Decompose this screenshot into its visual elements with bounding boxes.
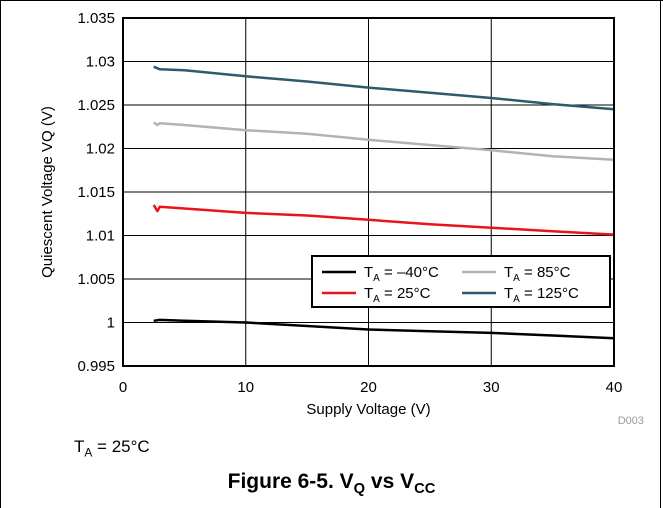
y-tick-label-0: 0.995 — [77, 358, 115, 375]
condition-rest: = 25°C — [92, 437, 150, 456]
x-tick-label-3: 30 — [483, 379, 500, 396]
legend: TA = –40°C TA = 85°C TA = 25°C TA = 125°C — [311, 255, 611, 308]
x-tick-label-2: 20 — [360, 379, 377, 396]
legend-label-1: TA = 85°C — [504, 264, 571, 284]
quiescent-voltage-chart: 0.995 1 1.005 1.01 1.015 1.02 1.025 1.03 1.035 0… — [39, 10, 644, 427]
data-series — [152, 65, 615, 340]
y-tick-label-4: 1.015 — [77, 184, 115, 201]
x-tick-label-4: 40 — [606, 379, 623, 396]
series-line-3 — [153, 65, 615, 111]
y-tick-label-5: 1.02 — [86, 141, 115, 158]
x-tick-labels: 0 10 20 30 40 — [119, 379, 623, 396]
y-tick-label-2: 1.005 — [77, 271, 115, 288]
series-line-0 — [153, 318, 615, 340]
condition-sub: A — [84, 445, 93, 460]
y-tick-label-6: 1.025 — [77, 97, 115, 114]
y-tick-label-3: 1.01 — [86, 228, 115, 245]
y-tick-labels: 0.995 1 1.005 1.01 1.015 1.02 1.025 1.03 1.035 — [77, 10, 115, 375]
figure-id-annotation: D003 — [618, 415, 644, 427]
legend-label-0: TA = –40°C — [364, 264, 439, 284]
series-line-1 — [152, 121, 615, 162]
y-tick-label-8: 1.035 — [77, 10, 115, 27]
legend-label-2: TA = 25°C — [364, 285, 431, 305]
caption-sub2: CC — [414, 481, 436, 498]
y-tick-label-7: 1.03 — [86, 54, 115, 71]
x-tick-label-0: 0 — [119, 379, 127, 396]
test-condition: TA = 25°C — [74, 437, 150, 459]
top-border — [0, 0, 663, 1]
y-axis-label: Quiescent Voltage VQ (V) — [39, 106, 56, 278]
plot-border — [122, 17, 615, 367]
x-axis-label: Supply Voltage (V) — [306, 401, 430, 418]
legend-box — [311, 255, 611, 308]
legend-label-3: TA = 125°C — [504, 285, 579, 305]
x-tick-label-1: 10 — [237, 379, 254, 396]
caption-prefix: Figure 6-5. V — [227, 470, 354, 493]
series-line-2 — [152, 204, 615, 236]
figure-caption: Figure 6-5. VQ vs VCC — [0, 470, 663, 497]
caption-sub1: Q — [353, 481, 366, 498]
y-tick-label-1: 1 — [107, 315, 115, 332]
condition-main: T — [74, 437, 85, 456]
caption-mid: vs V — [365, 470, 415, 493]
